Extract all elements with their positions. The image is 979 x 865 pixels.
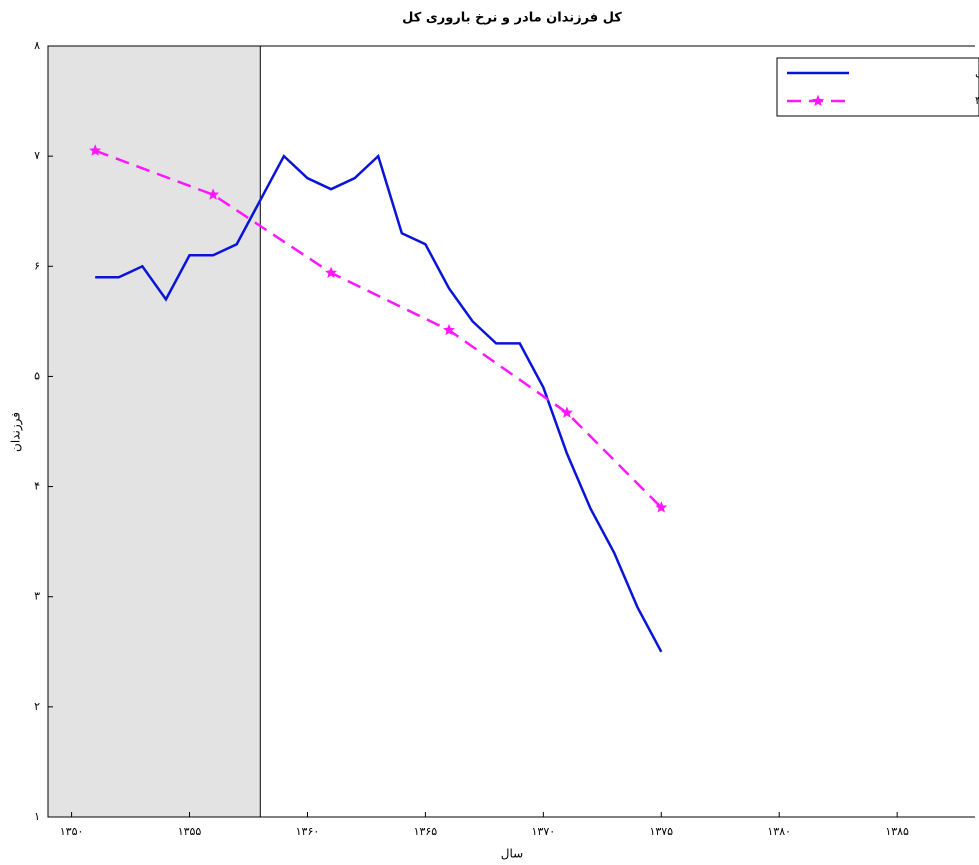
y-tick-label: ۱ <box>34 810 40 823</box>
marker <box>89 144 102 156</box>
x-tick-label: ۱۳۶۵ <box>414 825 438 838</box>
legend-label: کل فرزندان مادر + ۳۰ <box>975 94 979 107</box>
x-tick-label: ۱۳۵۵ <box>178 825 202 838</box>
axes-frame <box>47 45 975 818</box>
y-tick-label: ۳ <box>34 590 40 603</box>
y-tick-label: ۷ <box>34 149 40 162</box>
legend-box <box>776 57 979 117</box>
y-tick-label: ۴ <box>34 480 40 493</box>
y-axis-label: فرزندان <box>9 412 24 452</box>
series-line <box>94 149 663 509</box>
x-axis-label: سال <box>501 847 523 861</box>
x-tick-label: ۱۳۸۰ <box>767 825 791 838</box>
legend-label: نرخ باروری کل <box>975 66 979 79</box>
y-tick-label: ۵ <box>34 369 40 382</box>
x-tick-label: ۱۳۵۰ <box>60 825 84 838</box>
series-line <box>95 153 663 653</box>
x-tick-label: ۱۳۷۰ <box>532 825 556 838</box>
marker <box>207 188 220 200</box>
x-tick-label: ۱۳۶۰ <box>296 825 320 838</box>
y-tick-label: ۶ <box>34 259 40 272</box>
marker <box>325 266 338 278</box>
shaded-region <box>48 46 261 817</box>
y-tick-label: ۸ <box>34 39 40 52</box>
marker <box>442 323 455 336</box>
y-tick-label: ۲ <box>34 700 40 713</box>
chart-title: کل فرزندان مادر و نرخ باروری کل <box>402 11 622 26</box>
marker <box>655 501 668 513</box>
legend-marker <box>811 94 825 107</box>
x-tick-label: ۱۳۸۵ <box>885 825 909 838</box>
x-tick-label: ۱۳۷۵ <box>649 825 673 838</box>
marker <box>560 406 573 418</box>
